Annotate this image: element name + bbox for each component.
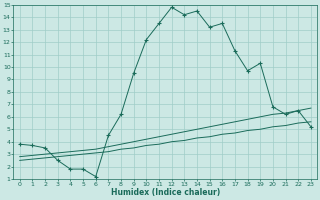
X-axis label: Humidex (Indice chaleur): Humidex (Indice chaleur) [111,188,220,197]
